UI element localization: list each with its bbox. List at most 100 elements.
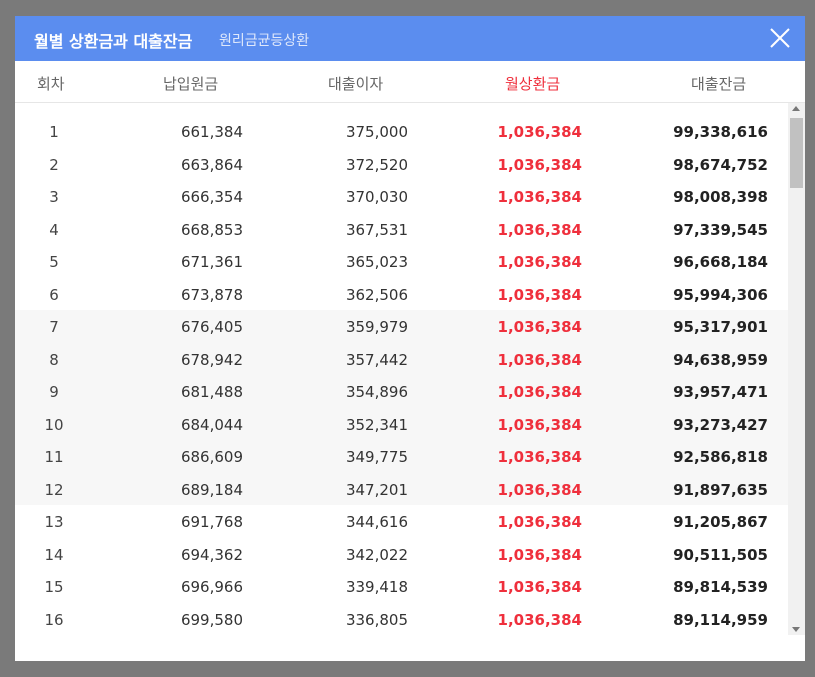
- col-header-payment: 월상환금: [505, 75, 561, 93]
- row-group: 1 661,384 375,000 1,036,384 99,338,616 2 663,8…: [15, 103, 788, 310]
- modal-header: 월별 상환금과 대출잔금 원리금균등상환: [15, 16, 805, 61]
- cell-payment: 1,036,384: [497, 285, 582, 304]
- scrollbar[interactable]: [788, 103, 805, 635]
- table-row: 6 673,878 362,506 1,036,384 95,994,306: [15, 278, 788, 311]
- cell-principal: 666,354: [180, 188, 243, 206]
- cell-balance: 98,674,752: [673, 155, 768, 174]
- cell-balance: 95,317,901: [673, 318, 768, 336]
- cell-interest: 342,022: [345, 545, 408, 564]
- row-group: 7 676,405 359,979 1,036,384 95,317,901 8 678,9…: [15, 310, 788, 505]
- cell-principal: 696,966: [180, 578, 243, 596]
- modal-subtitle: 원리금균등상환: [219, 33, 310, 49]
- cell-principal: 694,362: [180, 545, 243, 564]
- cell-principal: 684,044: [180, 415, 243, 434]
- cell-principal: 678,942: [180, 350, 243, 369]
- scroll-down-icon[interactable]: [792, 627, 800, 632]
- cell-payment: 1,036,384: [497, 545, 582, 564]
- cell-balance: 95,994,306: [673, 285, 768, 304]
- cell-interest: 365,023: [345, 253, 408, 271]
- cell-balance: 91,205,867: [673, 513, 768, 531]
- table-row: 10 684,044 352,341 1,036,384 93,273,427: [15, 408, 788, 441]
- table-row: 7 676,405 359,979 1,036,384 95,317,901: [15, 310, 788, 343]
- cell-round-no: 3: [49, 188, 59, 206]
- cell-interest: 357,442: [345, 350, 408, 369]
- close-button[interactable]: [769, 27, 791, 49]
- scroll-up-icon[interactable]: [792, 106, 800, 111]
- cell-payment: 1,036,384: [497, 383, 582, 401]
- cell-round-no: 15: [44, 578, 64, 596]
- cell-balance: 99,338,616: [673, 123, 768, 141]
- cell-round-no: 10: [44, 415, 64, 434]
- table-row: 13 691,768 344,616 1,036,384 91,205,867: [15, 505, 788, 538]
- cell-round-no: 6: [49, 285, 59, 304]
- cell-interest: 352,341: [345, 415, 408, 434]
- cell-payment: 1,036,384: [497, 513, 582, 531]
- scroll-thumb[interactable]: [790, 118, 803, 188]
- cell-principal: 676,405: [180, 318, 243, 336]
- cell-balance: 89,814,539: [673, 578, 768, 596]
- cell-balance: 93,957,471: [673, 383, 768, 401]
- cell-round-no: 14: [44, 545, 64, 564]
- cell-round-no: 2: [49, 155, 59, 174]
- cell-payment: 1,036,384: [497, 415, 582, 434]
- col-header-interest: 대출이자: [328, 75, 384, 93]
- cell-balance: 89,114,959: [673, 610, 768, 629]
- cell-balance: 97,339,545: [673, 220, 768, 239]
- cell-round-no: 4: [49, 220, 59, 239]
- cell-balance: 93,273,427: [673, 415, 768, 434]
- cell-interest: 359,979: [345, 318, 408, 336]
- table-row: 14 694,362 342,022 1,036,384 90,511,505: [15, 538, 788, 571]
- cell-principal: 689,184: [180, 480, 243, 499]
- repayment-modal: 월별 상환금과 대출잔금 원리금균등상환 회차 납입원금 대출이자 월상환금 대…: [15, 16, 805, 661]
- table-header: 회차 납입원금 대출이자 월상환금 대출잔금: [15, 61, 805, 103]
- row-group: 13 691,768 344,616 1,036,384 91,205,867 14 694…: [15, 505, 788, 635]
- cell-interest: 339,418: [345, 578, 408, 596]
- modal-title: 월별 상환금과 대출잔금: [34, 32, 193, 51]
- cell-payment: 1,036,384: [497, 123, 582, 141]
- cell-round-no: 12: [44, 480, 64, 499]
- cell-payment: 1,036,384: [497, 318, 582, 336]
- table-row: 5 671,361 365,023 1,036,384 96,668,184: [15, 245, 788, 278]
- cell-interest: 336,805: [345, 610, 408, 629]
- table-row: 15 696,966 339,418 1,036,384 89,814,539: [15, 570, 788, 603]
- cell-round-no: 11: [44, 448, 64, 466]
- cell-round-no: 8: [49, 350, 59, 369]
- cell-interest: 347,201: [345, 480, 408, 499]
- cell-interest: 362,506: [345, 285, 408, 304]
- cell-balance: 92,586,818: [673, 448, 768, 466]
- cell-payment: 1,036,384: [497, 610, 582, 629]
- cell-round-no: 5: [49, 253, 59, 271]
- cell-payment: 1,036,384: [497, 578, 582, 596]
- cell-round-no: 13: [44, 513, 64, 531]
- cell-payment: 1,036,384: [497, 350, 582, 369]
- cell-principal: 686,609: [180, 448, 243, 466]
- cell-payment: 1,036,384: [497, 155, 582, 174]
- table-row: 2 663,864 372,520 1,036,384 98,674,752: [15, 148, 788, 181]
- cell-payment: 1,036,384: [497, 220, 582, 239]
- cell-balance: 98,008,398: [673, 188, 768, 206]
- cell-payment: 1,036,384: [497, 448, 582, 466]
- cell-principal: 668,853: [180, 220, 243, 239]
- cell-principal: 681,488: [180, 383, 243, 401]
- table-row: 3 666,354 370,030 1,036,384 98,008,398: [15, 180, 788, 213]
- cell-principal: 691,768: [180, 513, 243, 531]
- cell-balance: 94,638,959: [673, 350, 768, 369]
- cell-payment: 1,036,384: [497, 253, 582, 271]
- close-icon: [770, 28, 790, 48]
- col-header-no: 회차: [37, 75, 65, 93]
- col-header-principal: 납입원금: [163, 75, 219, 93]
- cell-interest: 372,520: [345, 155, 408, 174]
- table-row: 1 661,384 375,000 1,036,384 99,338,616: [15, 115, 788, 148]
- cell-balance: 91,897,635: [673, 480, 768, 499]
- cell-interest: 370,030: [345, 188, 408, 206]
- cell-principal: 663,864: [180, 155, 243, 174]
- table-row: 4 668,853 367,531 1,036,384 97,339,545: [15, 213, 788, 246]
- cell-principal: 671,361: [180, 253, 243, 271]
- cell-principal: 673,878: [180, 285, 243, 304]
- cell-round-no: 1: [49, 123, 59, 141]
- cell-payment: 1,036,384: [497, 480, 582, 499]
- cell-interest: 375,000: [345, 123, 408, 141]
- col-header-balance: 대출잔금: [691, 75, 747, 93]
- table-row: 16 699,580 336,805 1,036,384 89,114,959: [15, 603, 788, 636]
- cell-round-no: 9: [49, 383, 59, 401]
